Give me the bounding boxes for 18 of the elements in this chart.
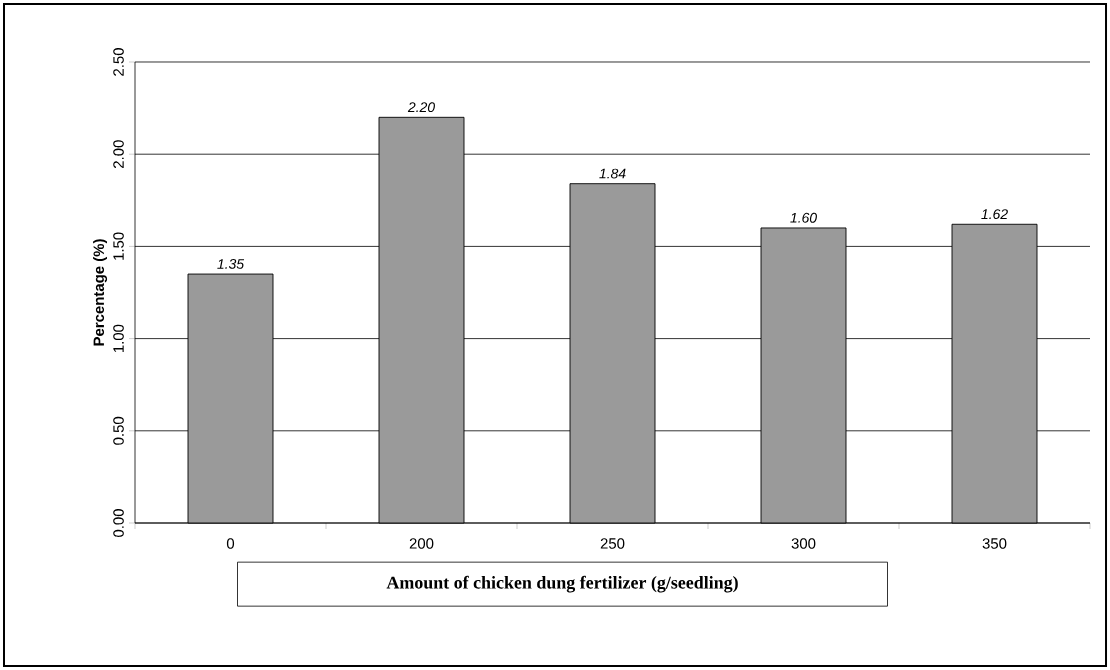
x-axis-title: Amount of chicken dung fertilizer (g/seedling) bbox=[386, 575, 738, 593]
data-label: 1.84 bbox=[599, 168, 626, 179]
x-tick-label: 300 bbox=[791, 538, 816, 549]
x-tick-label: 200 bbox=[409, 538, 434, 549]
y-tick-label: 1.50 bbox=[113, 232, 124, 260]
data-label: 2.20 bbox=[407, 102, 435, 113]
y-axis-title: Percentage (%) bbox=[93, 239, 108, 346]
y-tick-label: 2.50 bbox=[113, 48, 124, 76]
data-label: 1.60 bbox=[790, 212, 817, 223]
x-tick-label: 250 bbox=[600, 538, 625, 549]
y-tick-label: 2.00 bbox=[113, 140, 124, 168]
x-tick-label: 350 bbox=[982, 538, 1007, 549]
y-tick-label: 1.00 bbox=[113, 324, 124, 352]
y-tick-label: 0.00 bbox=[113, 509, 124, 537]
x-tick-label: 0 bbox=[226, 538, 235, 549]
data-label: 1.62 bbox=[981, 209, 1008, 220]
y-tick-label: 0.50 bbox=[113, 416, 124, 445]
data-label: 1.35 bbox=[217, 258, 245, 269]
